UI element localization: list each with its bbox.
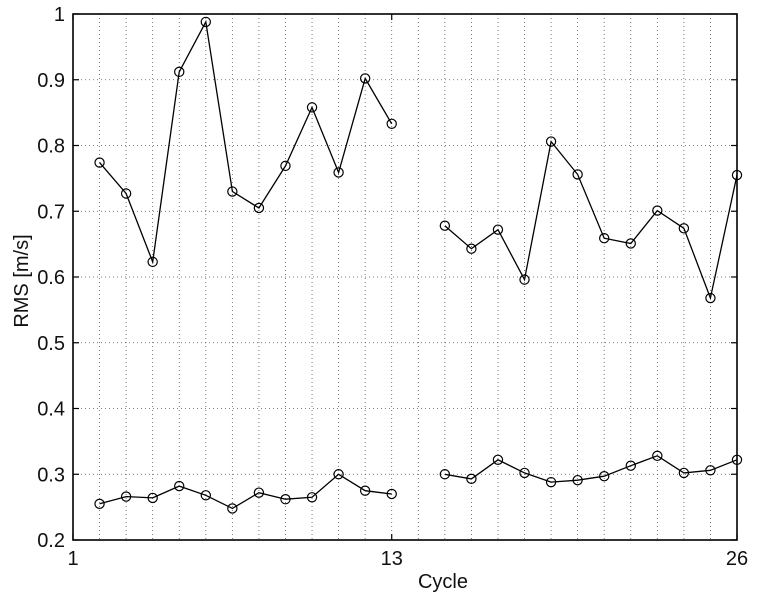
data-point-marker xyxy=(386,118,397,130)
y-tick-label: 0.6 xyxy=(37,267,65,289)
y-tick-label: 1 xyxy=(54,4,65,26)
data-point-marker xyxy=(705,292,716,304)
data-point-marker xyxy=(200,490,211,501)
data-point-marker xyxy=(705,465,716,476)
axis-ticks: 0.2 0.3 0.4 0.5 0.6 0.7 0.8 0.9 1 1 13 26 xyxy=(37,4,748,570)
x-tick-label: 13 xyxy=(381,548,403,570)
series-2 xyxy=(439,136,743,304)
data-point-marker xyxy=(333,167,344,178)
data-point-marker xyxy=(678,223,690,234)
y-tick-label: 0.7 xyxy=(37,201,65,223)
data-point-marker xyxy=(253,202,265,214)
data-point-marker xyxy=(545,136,557,147)
y-tick-label: 0.8 xyxy=(37,136,65,158)
data-point-marker xyxy=(678,467,690,479)
y-tick-label: 0.2 xyxy=(37,530,65,552)
data-point-marker xyxy=(625,238,636,249)
data-point-marker xyxy=(94,498,105,510)
data-point-marker xyxy=(174,66,185,78)
series-line xyxy=(444,140,738,301)
data-point-marker xyxy=(519,274,530,285)
x-tick-label: 26 xyxy=(726,548,748,570)
data-point-marker xyxy=(306,102,318,113)
data-point-marker xyxy=(120,188,132,199)
y-tick-label: 0.9 xyxy=(37,70,65,92)
y-tick-label: 0.3 xyxy=(37,464,65,486)
data-point-marker xyxy=(227,503,238,514)
data-point-marker xyxy=(652,450,663,462)
data-point-marker xyxy=(572,474,583,486)
data-point-marker xyxy=(545,476,557,488)
y-axis-label: RMS [m/s] xyxy=(11,234,33,327)
data-point-marker xyxy=(439,469,451,480)
data-point-marker xyxy=(652,205,663,216)
data-point-marker xyxy=(333,469,344,480)
data-point-marker xyxy=(439,220,451,231)
data-point-marker xyxy=(200,16,211,28)
data-point-marker xyxy=(306,492,318,503)
data-point-marker xyxy=(227,186,238,197)
data-point-marker xyxy=(280,160,291,172)
data-point-marker xyxy=(386,488,397,500)
data-point-marker xyxy=(492,224,504,235)
data-point-marker xyxy=(466,243,477,254)
y-tick-label: 0.5 xyxy=(37,333,65,355)
data-point-marker xyxy=(359,73,371,84)
series-line xyxy=(99,19,393,265)
data-point-marker xyxy=(120,491,132,502)
data-point-marker xyxy=(147,256,158,268)
data-point-marker xyxy=(359,485,371,496)
series-layer xyxy=(94,16,743,514)
data-point-marker xyxy=(625,460,636,471)
grid-lines xyxy=(73,14,737,540)
y-tick-label: 0.4 xyxy=(37,399,65,421)
data-point-marker xyxy=(466,473,477,485)
data-point-marker xyxy=(492,454,504,465)
data-point-marker xyxy=(94,157,105,168)
data-point-marker xyxy=(147,492,158,504)
data-point-marker xyxy=(253,487,265,498)
data-point-marker xyxy=(519,467,530,479)
x-tick-label: 1 xyxy=(67,548,78,570)
series-1 xyxy=(94,16,397,268)
x-axis-label: Cycle xyxy=(418,571,468,593)
series-3 xyxy=(94,469,397,514)
series-4 xyxy=(439,450,743,488)
data-point-marker xyxy=(174,480,185,492)
data-point-marker xyxy=(599,471,610,482)
data-point-marker xyxy=(572,169,583,180)
series-line xyxy=(99,473,392,510)
data-point-marker xyxy=(599,233,610,244)
data-point-marker xyxy=(280,494,291,505)
series-line xyxy=(444,455,738,483)
